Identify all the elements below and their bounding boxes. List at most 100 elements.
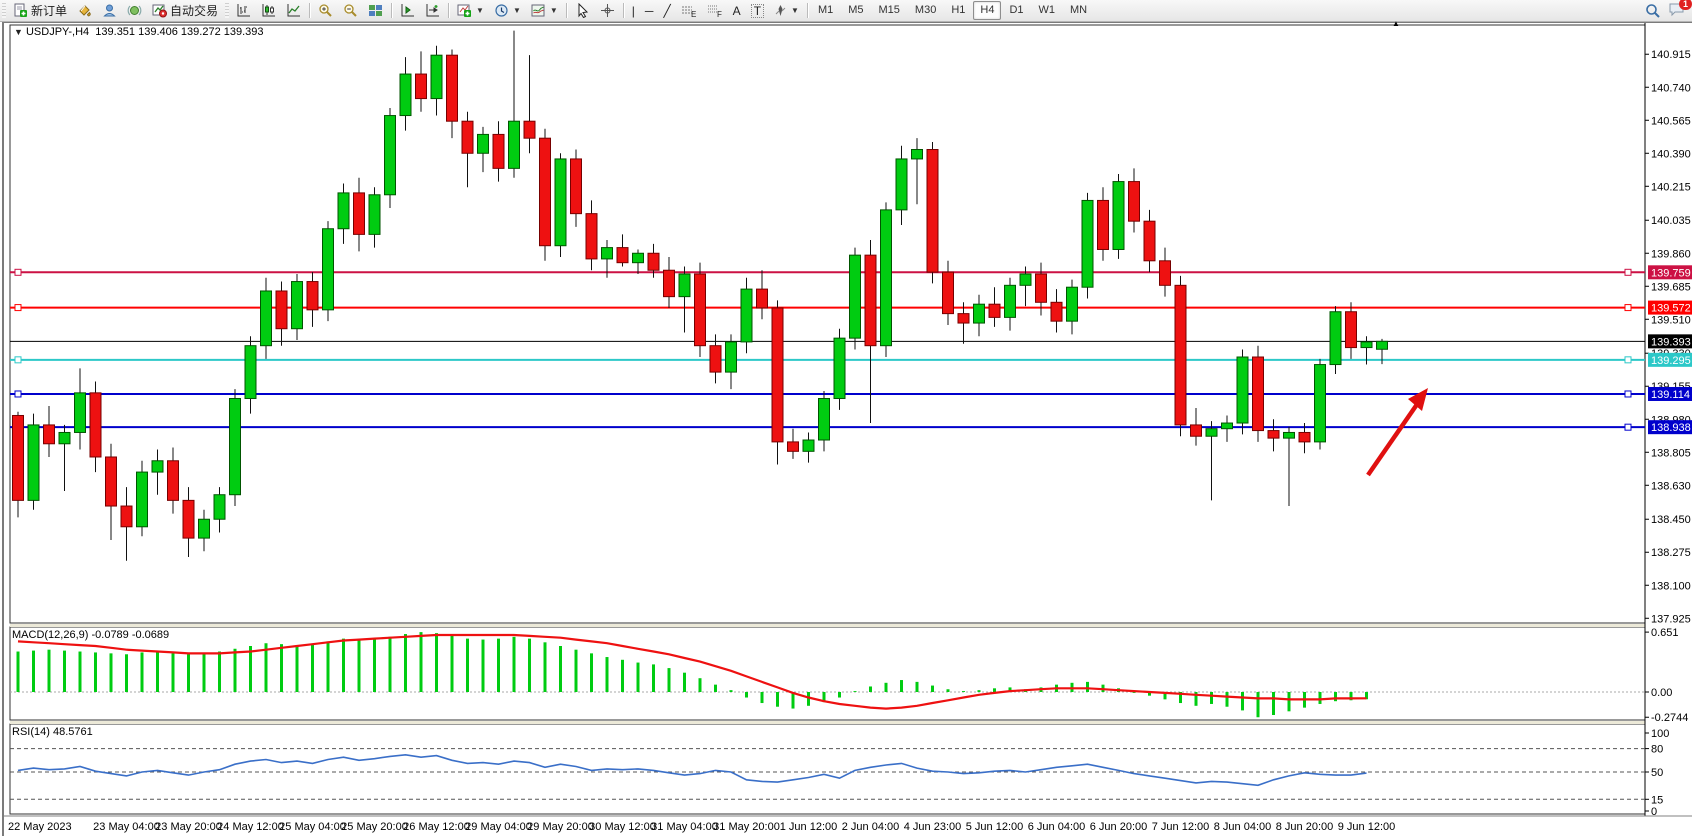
timeframe-button-W1[interactable]: W1 <box>1038 4 1056 16</box>
timeframe-button-H1[interactable]: H1 <box>951 4 966 16</box>
candle-body <box>973 303 985 324</box>
timeframe-button-D1[interactable]: D1 <box>1009 4 1024 16</box>
timeframe-button-M1[interactable]: M1 <box>817 4 834 16</box>
trend-arrow-annotation[interactable] <box>1366 398 1422 477</box>
rsi-line <box>17 753 1367 787</box>
templates-icon <box>531 4 545 17</box>
community-button[interactable] <box>97 0 122 21</box>
candle-body <box>430 54 443 100</box>
rsi-tick-label: 100 <box>1651 728 1669 740</box>
candle-body <box>1004 284 1016 318</box>
price-tick-label: 137.925 <box>1651 613 1691 625</box>
candle-body <box>1097 199 1109 250</box>
hline-button[interactable]: ─ <box>640 0 659 21</box>
toolbar-grip[interactable] <box>2 3 6 18</box>
candle-body <box>120 505 133 528</box>
line-handle[interactable] <box>1624 304 1632 312</box>
shapes-button[interactable]: ▼ <box>769 0 804 21</box>
channel-icon: E <box>681 6 696 18</box>
chart-bars-button[interactable] <box>231 0 256 21</box>
trendline-icon: ╱ <box>663 3 671 18</box>
zoom-in-icon <box>319 4 332 17</box>
candle-body <box>1283 431 1295 439</box>
chart-title-dropdown-icon[interactable]: ▼ <box>14 27 23 37</box>
candle-body <box>957 313 970 324</box>
chart-line-button[interactable] <box>281 0 306 21</box>
line-handle[interactable] <box>1624 423 1632 431</box>
zoom-out-button[interactable] <box>338 0 363 21</box>
time-axis-label: 9 Jun 12:00 <box>1338 821 1396 833</box>
price-badge-label: 138.938 <box>1651 422 1691 434</box>
chart-autoscroll-button[interactable] <box>420 0 445 21</box>
candle-body <box>616 247 629 264</box>
autotrading-button[interactable]: 自动交易 <box>147 0 223 21</box>
chart-candles-button[interactable] <box>256 0 281 21</box>
timeframe-button-MN[interactable]: MN <box>1070 4 1088 16</box>
periods-button[interactable]: ▼ <box>489 0 526 21</box>
vline-button[interactable]: | <box>627 0 640 21</box>
tile-windows-button[interactable] <box>363 0 388 21</box>
channel-button[interactable]: E <box>676 0 702 21</box>
candle-body <box>1190 424 1202 437</box>
chart-candles-icon <box>262 4 276 17</box>
chart-shift-icon <box>401 4 415 17</box>
price-badge-label: 139.572 <box>1651 303 1691 315</box>
price-chart-canvas[interactable]: 140.915 140.740 140.565 140.390 140.215 140.0… <box>4 23 1692 836</box>
candle-body <box>740 288 753 343</box>
hline-icon: ─ <box>644 3 654 18</box>
price-tick-label: 140.740 <box>1651 82 1691 94</box>
new-order-button[interactable]: 新订单 <box>8 0 72 21</box>
chart-ohlc-values: 139.351 139.406 139.272 139.393 <box>95 26 264 38</box>
line-handle[interactable] <box>1624 390 1632 398</box>
candle-body <box>322 228 334 311</box>
zoom-in-button[interactable] <box>313 0 338 21</box>
toolbar-grip[interactable] <box>225 3 230 18</box>
crosshair-button[interactable] <box>595 0 620 21</box>
candle-body <box>1345 311 1357 349</box>
line-handle[interactable] <box>14 390 22 398</box>
candle-body <box>353 192 365 235</box>
candle-body <box>864 254 877 347</box>
line-handle[interactable] <box>14 268 22 276</box>
signals-button[interactable] <box>122 0 147 21</box>
candle-body <box>833 337 846 400</box>
line-handle[interactable] <box>14 304 22 312</box>
timeframe-button-M15[interactable]: M15 <box>878 4 900 16</box>
timeframe-button-H4[interactable]: H4 <box>973 1 1002 20</box>
time-axis-label: 23 May 04:00 <box>93 821 160 833</box>
templates-button[interactable]: ▼ <box>526 0 563 21</box>
price-badge-label: 139.759 <box>1651 267 1691 279</box>
svg-text:F: F <box>717 10 722 18</box>
candle-body <box>1360 341 1373 349</box>
candle-body <box>12 414 24 501</box>
quick-trade-collapse-icon[interactable]: ▲ <box>1392 19 1400 28</box>
timeframe-button-M30[interactable]: M30 <box>914 4 937 16</box>
vline-icon: | <box>631 3 635 18</box>
cursor-button[interactable] <box>570 0 595 21</box>
trendline-button[interactable]: ╱ <box>658 0 675 21</box>
notification-badge: 1 <box>1678 0 1692 10</box>
line-handle[interactable] <box>14 356 22 364</box>
text-tool-button[interactable]: A <box>728 0 746 21</box>
chart-autoscroll-icon <box>426 4 440 17</box>
label-tool-button[interactable]: T <box>746 0 769 21</box>
periods-icon <box>495 4 508 17</box>
notifications-button[interactable]: 1 <box>1669 0 1692 20</box>
timeframe-button-M5[interactable]: M5 <box>848 4 864 16</box>
time-axis-label: 8 Jun 20:00 <box>1276 821 1334 833</box>
panel-splitter[interactable] <box>10 624 1645 627</box>
line-handle[interactable] <box>1624 356 1632 364</box>
fibonacci-button[interactable]: F <box>702 0 728 21</box>
candle-body <box>1143 220 1156 262</box>
indicators-icon <box>457 4 472 17</box>
new-order-icon <box>14 3 27 17</box>
time-axis-label: 5 Jun 12:00 <box>966 821 1024 833</box>
panel-splitter[interactable] <box>10 721 1645 724</box>
chart-shift-button[interactable] <box>395 0 420 21</box>
search-icon[interactable] <box>1645 3 1661 19</box>
candle-body <box>1174 284 1187 426</box>
line-handle[interactable] <box>1624 268 1632 276</box>
candle-body <box>508 120 520 169</box>
indicators-button[interactable]: ▼ <box>452 0 489 21</box>
bucket-button[interactable] <box>72 0 97 21</box>
